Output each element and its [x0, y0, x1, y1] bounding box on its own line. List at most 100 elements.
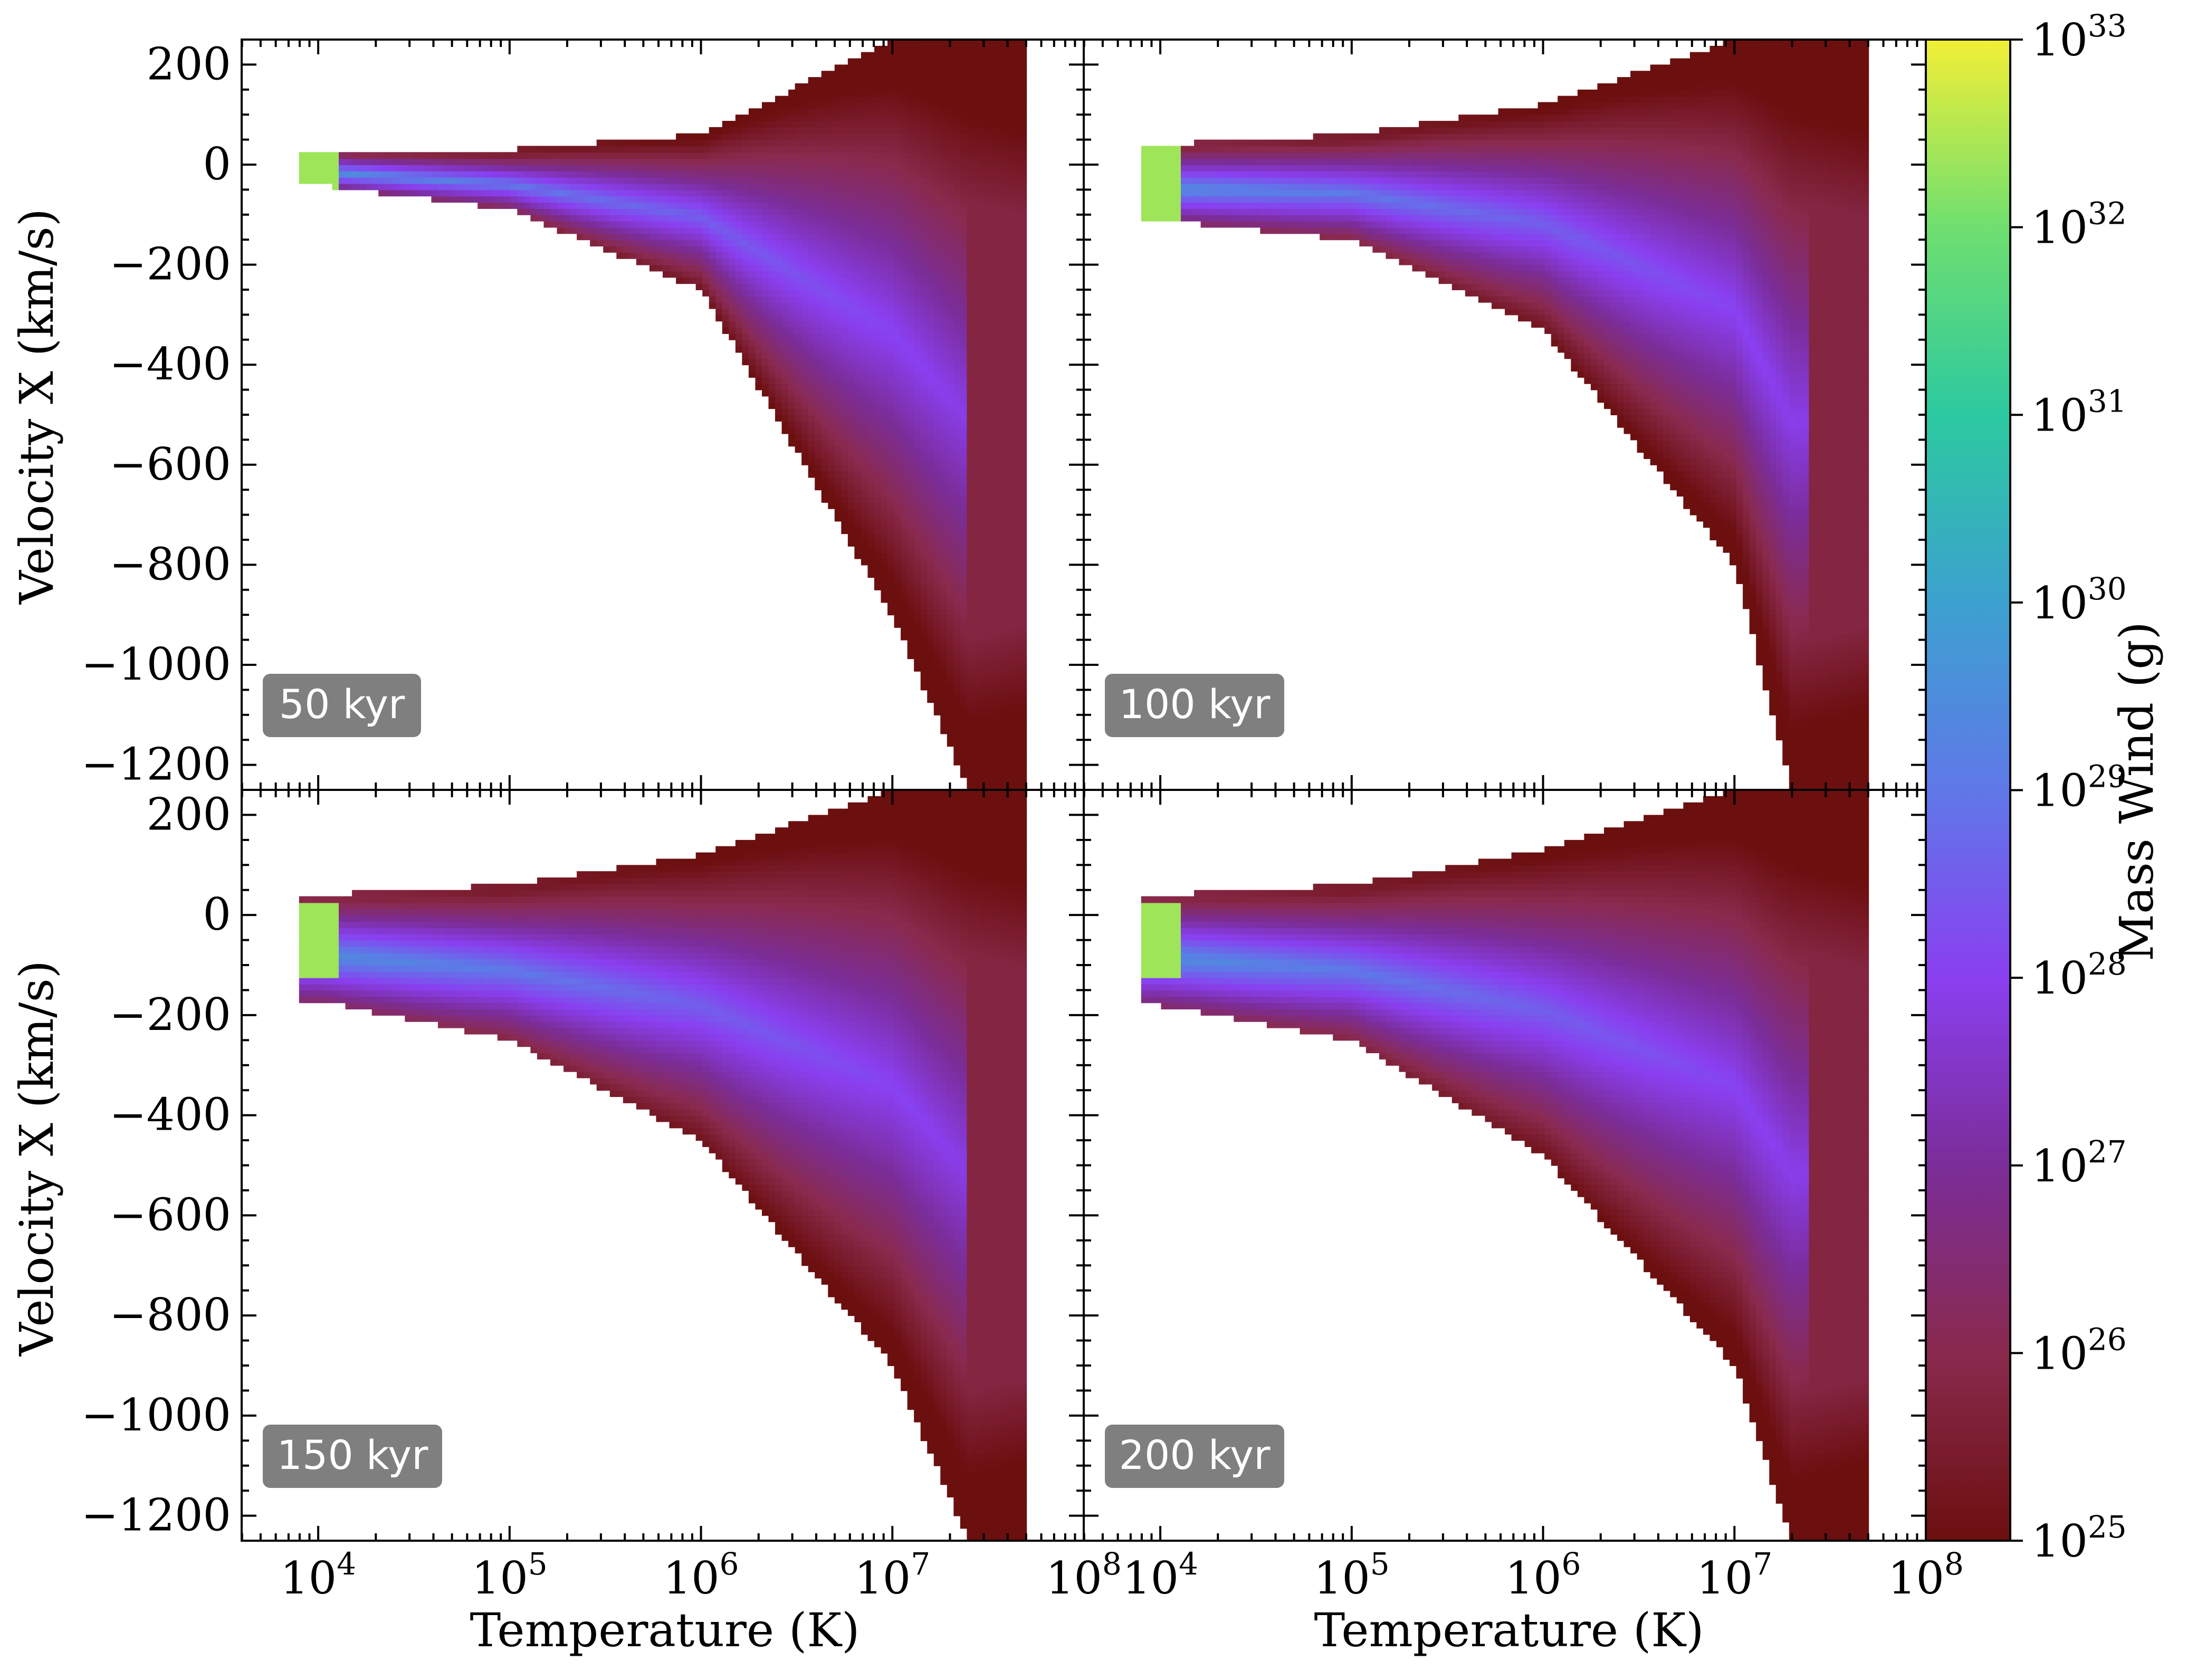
heatmap-cell [795, 296, 803, 303]
heatmap-cell [1007, 202, 1014, 209]
heatmap-cell [940, 596, 948, 603]
heatmap-cell [854, 221, 862, 228]
heatmap-cell [841, 371, 848, 378]
heatmap-cell [894, 283, 902, 290]
heatmap-cell [980, 665, 987, 672]
heatmap-cell [550, 165, 558, 171]
heatmap-cell [953, 140, 961, 147]
heatmap-cell [953, 621, 961, 628]
heatmap-cell [861, 465, 868, 472]
heatmap-cell [378, 152, 386, 159]
heatmap-cell [1000, 515, 1007, 522]
heatmap-cell [867, 189, 875, 196]
heatmap-cell [953, 208, 961, 215]
heatmap-cell [683, 271, 690, 278]
heatmap-cell [973, 608, 981, 615]
heatmap-cell [1013, 189, 1020, 196]
heatmap-cell [1020, 358, 1027, 365]
heatmap-cell [835, 127, 842, 134]
heatmap-cell [782, 327, 789, 334]
heatmap-cell [994, 227, 1001, 234]
heatmap-cell [908, 627, 915, 634]
heatmap-cell [1000, 709, 1007, 715]
heatmap-cell [749, 158, 756, 165]
heatmap-cell [894, 309, 902, 316]
heatmap-cell [927, 352, 934, 359]
heatmap-cell [953, 365, 961, 371]
heatmap-cell [914, 459, 921, 465]
heatmap-cell [960, 640, 968, 647]
heatmap-cell [994, 740, 1001, 747]
heatmap-cell [715, 158, 723, 165]
heatmap-cell [451, 196, 459, 203]
heatmap-cell [987, 96, 994, 103]
heatmap-cell [994, 527, 1001, 534]
heatmap-cell [543, 158, 551, 165]
heatmap-cell [530, 165, 538, 171]
heatmap-cell [1000, 240, 1007, 246]
heatmap-cell [828, 452, 835, 459]
heatmap-cell [994, 777, 1001, 784]
heatmap-cell [722, 327, 730, 334]
heatmap-cell [822, 478, 829, 484]
heatmap-cell [828, 196, 835, 203]
heatmap-cell [980, 259, 987, 265]
heatmap-cell [1000, 290, 1007, 297]
heatmap-cell [901, 490, 908, 497]
heatmap-cell [987, 527, 994, 534]
heatmap-cell [914, 227, 921, 234]
heatmap-cell [874, 377, 882, 384]
heatmap-cell [1020, 296, 1027, 303]
heatmap-cell [722, 252, 730, 259]
heatmap-cell [947, 415, 954, 422]
heatmap-cell [795, 252, 803, 259]
heatmap-cell [887, 152, 895, 159]
heatmap-cell [841, 427, 848, 434]
heatmap-cell [722, 140, 730, 147]
heatmap-cell [801, 189, 809, 196]
heatmap-cell [901, 434, 908, 441]
heatmap-cell [1020, 759, 1027, 766]
heatmap-cell [709, 177, 717, 184]
heatmap-cell [934, 177, 941, 184]
heatmap-cell [1013, 327, 1020, 334]
heatmap-cell [835, 265, 842, 272]
heatmap-cell [980, 240, 987, 246]
heatmap-cell [1020, 152, 1027, 159]
heatmap-cell [967, 246, 974, 253]
heatmap-cell [894, 509, 902, 516]
heatmap-cell [854, 240, 862, 246]
heatmap-cell [636, 196, 644, 203]
heatmap-cell [980, 321, 987, 328]
heatmap-cell [1207, 184, 1215, 190]
heatmap-cell [822, 177, 829, 184]
heatmap-cell [762, 189, 769, 196]
heatmap-cell [980, 671, 987, 678]
heatmap-cell [1020, 571, 1027, 578]
heatmap-cell [921, 140, 928, 147]
heatmap-cell [960, 408, 968, 415]
heatmap-cell [901, 127, 908, 134]
heatmap-cell [1007, 527, 1014, 534]
heatmap-cell [901, 446, 908, 453]
heatmap-cell [484, 165, 492, 171]
heatmap-cell [927, 646, 934, 653]
heatmap-cell [517, 177, 524, 184]
heatmap-cell [841, 346, 848, 353]
heatmap-cell [1000, 277, 1007, 284]
heatmap-cell [431, 177, 438, 184]
heatmap-cell [742, 184, 749, 190]
heatmap-cell [762, 314, 769, 321]
heatmap-cell [940, 559, 948, 566]
heatmap-cell [914, 283, 921, 290]
heatmap-cell [749, 371, 756, 378]
heatmap-cell [1161, 189, 1168, 196]
heatmap-cell [947, 652, 954, 659]
heatmap-cell [524, 189, 531, 196]
heatmap-cell [848, 121, 855, 128]
heatmap-cell [921, 246, 928, 253]
heatmap-cell [854, 152, 862, 159]
heatmap-cell [650, 165, 657, 171]
heatmap-cell [762, 371, 769, 378]
heatmap-cell [881, 102, 889, 109]
